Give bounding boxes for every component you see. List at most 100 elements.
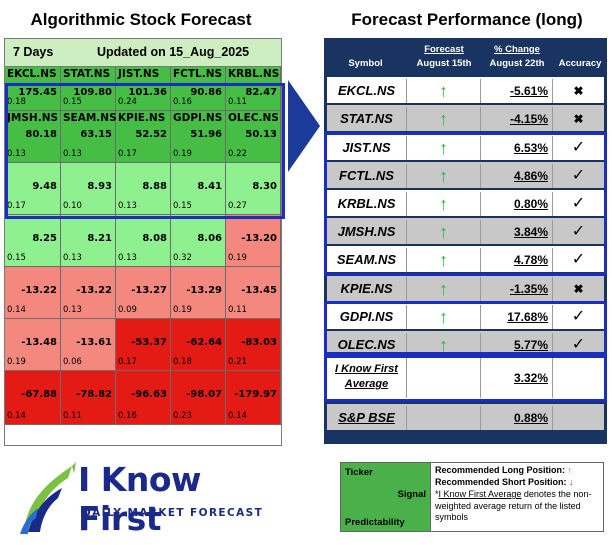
legend-signal: Signal [397,489,426,500]
forecast-cell: -62.64 0.18 [171,319,226,371]
row-change: -5.61% [481,79,553,103]
forecast-cell: -96.63 0.16 [116,371,171,425]
cell-ticker: KPIE.NS [118,112,166,124]
forecast-cell: -13.45 0.11 [226,267,281,319]
cell-signal: -78.82 [76,389,112,400]
cell-ticker: EKCL.NS [7,68,57,80]
cell-predictability: 0.06 [63,357,82,367]
cell-signal: -13.48 [21,337,57,348]
check-icon: ✓ [571,308,586,325]
average-label-line1: I Know First [335,363,398,375]
row-change: 5.77% [481,333,553,357]
row-symbol: STAT.NS [327,107,407,131]
logo: I Know First DAILY MARKET FORECAST [18,460,278,538]
row-symbol: JMSH.NS [327,220,407,244]
cell-ticker: FCTL.NS [173,68,223,80]
cell-signal: -13.22 [76,285,112,296]
row-change: -4.15% [481,107,553,131]
arrow-up-icon: ↑ [407,305,481,329]
check-icon: ✓ [571,336,586,353]
cell-predictability: 0.19 [173,149,192,159]
legend-short: Recommended Short Position: ↓ [435,476,574,487]
row-symbol: SEAM.NS [327,248,407,272]
cell-ticker: JMSH.NS [7,112,59,124]
forecast-cell: -53.37 0.17 [116,319,171,371]
cell-predictability: 0.13 [118,201,137,211]
forecast-cell: -13.48 0.19 [5,319,61,371]
row-symbol: OLEC.NS [327,333,407,357]
cell-predictability: 0.19 [173,305,192,315]
arrow-up-icon: ↑ [407,136,481,160]
row-change: 17.68% [481,305,553,329]
row-symbol: KPIE.NS [327,277,407,301]
col-change: % Change [494,44,540,55]
arrow-up-icon: ↑ [407,164,481,188]
forecast-cell: KPIE.NS 52.52 0.17 [116,111,171,163]
cell-ticker: SEAM.NS [63,112,117,124]
left-title: Algorithmic Stock Forecast [30,10,252,29]
cell-predictability: 0.23 [173,411,192,421]
cell-predictability: 0.13 [63,253,82,263]
forecast-cell: -78.82 0.11 [61,371,116,425]
performance-row: GDPI.NS ↑ 17.68% ✓ [327,303,604,329]
arrow-up-icon: ↑ [407,333,481,357]
performance-row: FCTL.NS ↑ 4.86% ✓ [327,162,604,188]
row-change: 4.86% [481,164,553,188]
cell-predictability: 0.13 [63,305,82,315]
col-symbol: Symbol [348,58,383,69]
cell-predictability: 0.10 [63,201,82,211]
arrow-up-icon: ↑ [407,192,481,216]
forecast-cell: 8.41 0.15 [171,163,226,215]
cell-signal: -13.20 [241,233,277,244]
cell-signal: 63.15 [80,129,112,140]
cell-signal: 8.88 [142,181,167,192]
cell-signal: 51.96 [190,129,222,140]
legend-predictability: Predictability [345,517,405,528]
forecast-cell: JIST.NS 101.36 0.24 [116,67,171,111]
cell-predictability: 0.16 [173,97,192,107]
forecast-cell: -67.88 0.14 [5,371,61,425]
performance-row: EKCL.NS ↑ -5.61% ✖ [327,77,604,103]
cell-predictability: 0.15 [173,201,192,211]
forecast-header: 7 Days Updated on 15_Aug_2025 [5,39,281,67]
cell-predictability: 0.15 [7,253,26,263]
row-symbol: GDPI.NS [327,305,407,329]
horizon-label: 7 Days [13,45,54,59]
cell-predictability: 0.22 [228,149,247,159]
forecast-cell: -13.20 0.19 [226,215,281,267]
cell-signal: 101.36 [128,87,167,98]
cell-ticker: OLEC.NS [228,112,279,124]
row-change: -1.35% [481,277,553,301]
forecast-cell: FCTL.NS 90.86 0.16 [171,67,226,111]
check-icon: ✓ [571,251,586,268]
average-row: I Know First Average 3.32% [327,356,604,400]
cross-icon: ✖ [573,282,584,296]
cell-signal: -13.22 [21,285,57,296]
cell-signal: 82.47 [245,87,277,98]
forecast-cell: -98.07 0.23 [171,371,226,425]
cell-predictability: 0.11 [228,305,247,315]
cell-signal: -53.37 [131,337,167,348]
arrow-up-icon: ↑ [407,107,481,131]
forecast-cell: SEAM.NS 63.15 0.13 [61,111,117,163]
benchmark-change: 0.88% [481,406,553,430]
arrow-down-icon: ↓ [569,476,574,487]
cell-signal: -62.64 [186,337,222,348]
check-icon: ✓ [571,167,586,184]
forecast-cell: 8.25 0.15 [5,215,61,267]
average-change: 3.32% [481,358,553,398]
performance-table: Symbol Forecast August 15th % Change Aug… [324,38,607,444]
row-change: 6.53% [481,136,553,160]
cell-signal: -13.29 [186,285,222,296]
cell-signal: 8.08 [142,233,167,244]
forecast-cell: STAT.NS 109.80 0.15 [61,67,116,111]
cell-signal: -13.27 [131,285,167,296]
cell-predictability: 0.16 [118,411,137,421]
forecast-cell: -13.22 0.13 [61,267,116,319]
row-change: 4.78% [481,248,553,272]
benchmark-row: S&P BSE 0.88% [327,404,604,430]
cell-signal: -13.61 [76,337,112,348]
performance-table-header: Symbol Forecast August 15th % Change Aug… [324,38,607,76]
logo-name: I Know First [78,460,202,538]
row-symbol: JIST.NS [327,136,407,160]
